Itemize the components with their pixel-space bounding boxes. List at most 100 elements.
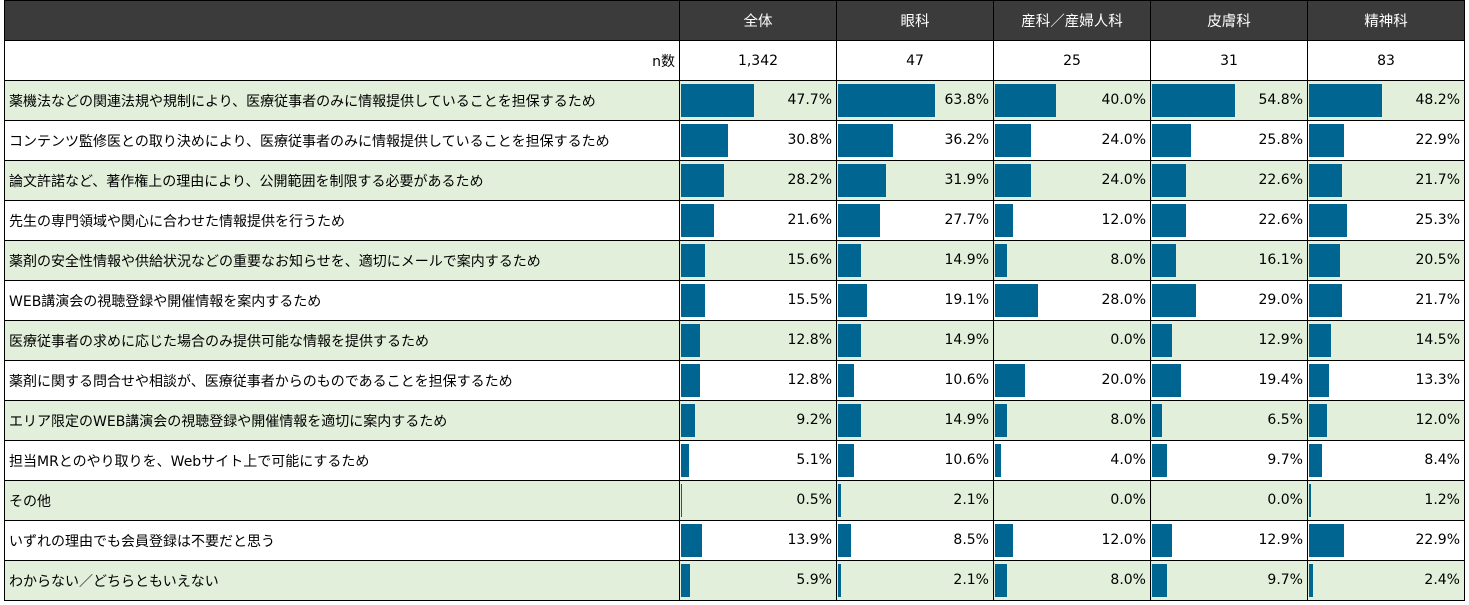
percent-value: 8.5% — [953, 532, 989, 548]
data-cell: 54.8% — [1150, 80, 1308, 121]
data-bar — [681, 364, 701, 397]
column-header: 精神科 — [1307, 0, 1465, 41]
percent-value: 22.9% — [1415, 532, 1460, 548]
data-bar — [838, 364, 855, 397]
data-cell: 21.6% — [679, 200, 837, 241]
percent-value: 24.0% — [1101, 172, 1146, 188]
percent-value: 22.6% — [1258, 212, 1303, 228]
percent-value: 30.8% — [787, 132, 832, 148]
data-bar — [995, 84, 1056, 117]
percent-value: 8.0% — [1110, 412, 1146, 428]
data-cell: 19.4% — [1150, 360, 1308, 401]
data-bar — [995, 444, 1002, 477]
table-row: 論文許諾など、著作権上の理由により、公開範囲を制限する必要があるため 28.2% 3… — [4, 160, 1465, 201]
percent-value: 14.9% — [944, 332, 989, 348]
data-cell: 31.9% — [836, 160, 994, 201]
percent-value: 4.0% — [1110, 452, 1146, 468]
data-bar — [995, 564, 1008, 597]
column-header: 眼科 — [836, 0, 994, 41]
data-bar — [838, 164, 887, 197]
percent-value: 8.0% — [1110, 572, 1146, 588]
data-bar — [838, 444, 855, 477]
percent-value: 21.7% — [1415, 292, 1460, 308]
data-cell: 0.0% — [1150, 480, 1308, 521]
data-cell: 47.7% — [679, 80, 837, 121]
data-cell: 12.9% — [1150, 320, 1308, 361]
data-cell: 22.6% — [1150, 200, 1308, 241]
percent-value: 24.0% — [1101, 132, 1146, 148]
percent-value: 19.1% — [944, 292, 989, 308]
data-cell: 5.1% — [679, 440, 837, 481]
data-bar — [681, 524, 703, 557]
data-bar — [681, 164, 724, 197]
row-label: 担当MRとのやり取りを、Webサイト上で可能にするため — [4, 440, 680, 481]
data-bar — [1309, 404, 1328, 437]
data-cell: 12.0% — [993, 520, 1151, 561]
data-cell: 5.9% — [679, 560, 837, 601]
data-cell: 20.0% — [993, 360, 1151, 401]
table-row: WEB講演会の視聴登録や開催情報を案内するため 15.5% 19.1% 28.0% 29… — [4, 280, 1465, 321]
data-bar — [681, 564, 690, 597]
data-cell: 22.9% — [1307, 120, 1465, 161]
data-cell: 25.8% — [1150, 120, 1308, 161]
data-cell: 22.6% — [1150, 160, 1308, 201]
percent-value: 40.0% — [1101, 92, 1146, 108]
data-bar — [681, 444, 689, 477]
table-row: 担当MRとのやり取りを、Webサイト上で可能にするため 5.1% 10.6% 4.0%… — [4, 440, 1465, 481]
data-cell: 63.8% — [836, 80, 994, 121]
percent-value: 21.6% — [787, 212, 832, 228]
data-bar — [681, 124, 728, 157]
data-bar — [681, 484, 682, 517]
data-bar — [995, 204, 1014, 237]
data-cell: 21.7% — [1307, 280, 1465, 321]
percent-value: 6.5% — [1267, 412, 1303, 428]
data-cell: 12.0% — [993, 200, 1151, 241]
percent-value: 2.1% — [953, 572, 989, 588]
percent-value: 12.8% — [787, 372, 832, 388]
percent-value: 5.9% — [796, 572, 832, 588]
data-cell: 22.9% — [1307, 520, 1465, 561]
header-blank-cell — [4, 0, 680, 41]
data-bar — [995, 524, 1014, 557]
percent-value: 22.9% — [1415, 132, 1460, 148]
row-label: いずれの理由でも会員登録は不要だと思う — [4, 520, 680, 561]
data-cell: 36.2% — [836, 120, 994, 161]
data-cell: 28.0% — [993, 280, 1151, 321]
data-bar — [838, 484, 842, 517]
percent-value: 12.0% — [1101, 532, 1146, 548]
n-value: 25 — [993, 40, 1151, 81]
data-cell: 12.9% — [1150, 520, 1308, 561]
data-bar — [838, 244, 861, 277]
data-bar — [1152, 164, 1187, 197]
table-row: わからない／どちらともいえない 5.9% 2.1% 8.0% 9.7% 2.4% — [4, 560, 1465, 601]
n-value: 47 — [836, 40, 994, 81]
data-bar — [995, 364, 1026, 397]
percent-value: 12.0% — [1415, 412, 1460, 428]
data-bar — [995, 164, 1032, 197]
data-cell: 10.6% — [836, 360, 994, 401]
percent-value: 12.0% — [1101, 212, 1146, 228]
row-label: わからない／どちらともいえない — [4, 560, 680, 601]
data-cell: 25.3% — [1307, 200, 1465, 241]
data-cell: 8.4% — [1307, 440, 1465, 481]
data-cell: 15.6% — [679, 240, 837, 281]
percent-value: 13.3% — [1415, 372, 1460, 388]
data-cell: 2.4% — [1307, 560, 1465, 601]
data-cell: 28.2% — [679, 160, 837, 201]
n-value: 83 — [1307, 40, 1465, 81]
data-bar — [681, 244, 705, 277]
data-bar — [1309, 444, 1322, 477]
percent-value: 16.1% — [1258, 252, 1303, 268]
percent-value: 2.4% — [1424, 572, 1460, 588]
data-cell: 12.0% — [1307, 400, 1465, 441]
data-bar — [1309, 564, 1313, 597]
row-label: エリア限定のWEB講演会の視聴登録や開催情報を適切に案内するため — [4, 400, 680, 441]
table-row: エリア限定のWEB講演会の視聴登録や開催情報を適切に案内するため 9.2% 14.9… — [4, 400, 1465, 441]
data-cell: 12.8% — [679, 360, 837, 401]
data-cell: 12.8% — [679, 320, 837, 361]
data-cell: 0.5% — [679, 480, 837, 521]
percent-value: 20.5% — [1415, 252, 1460, 268]
data-bar — [1152, 404, 1162, 437]
percent-value: 1.2% — [1424, 492, 1460, 508]
percent-value: 22.6% — [1258, 172, 1303, 188]
